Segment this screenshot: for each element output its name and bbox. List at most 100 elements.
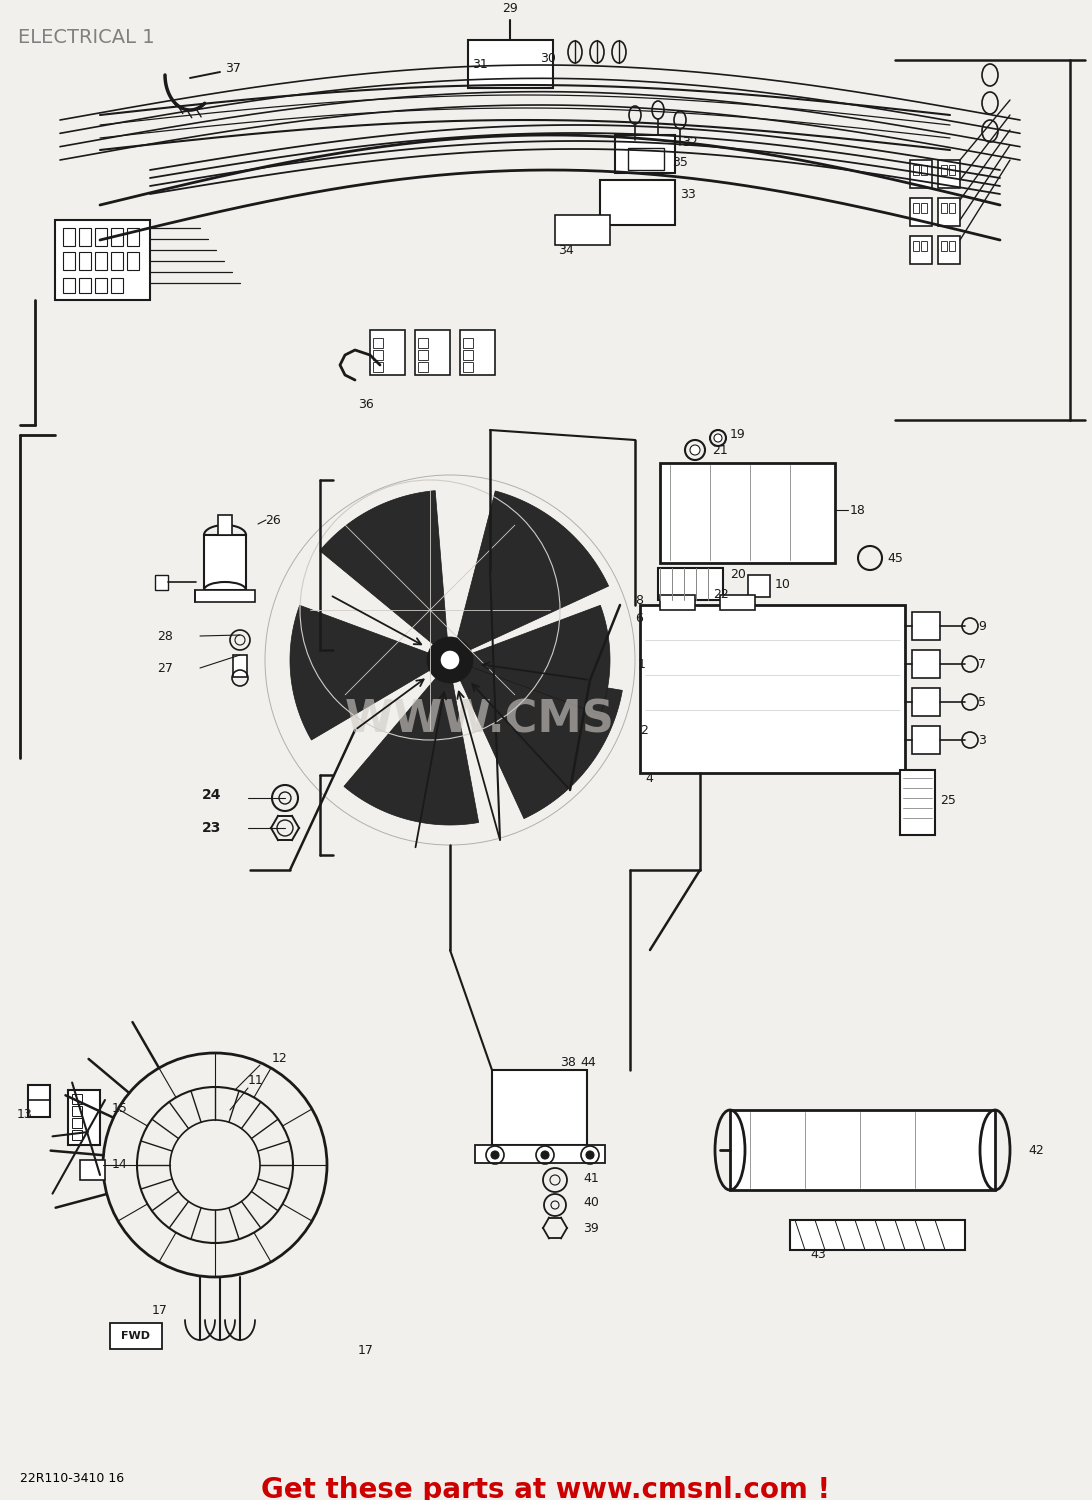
Text: 20: 20 [729,568,746,582]
Bar [600,180,675,225]
Bar [720,596,755,610]
Text: 7: 7 [978,657,986,670]
Text: 31: 31 [472,58,488,72]
Bar [921,165,927,176]
Polygon shape [320,490,448,650]
Text: 15: 15 [112,1101,128,1114]
Bar [195,590,256,602]
Text: 32: 32 [682,135,698,148]
Text: 17: 17 [358,1344,373,1356]
Text: 24: 24 [202,788,222,802]
Bar [373,350,383,360]
Bar [941,242,947,250]
Bar [941,165,947,176]
Polygon shape [455,490,608,652]
Bar [938,198,960,226]
Text: 34: 34 [558,243,573,256]
Bar [79,252,91,270]
Bar [418,362,428,372]
Text: 17: 17 [152,1304,168,1317]
Polygon shape [464,606,610,714]
Circle shape [428,638,472,682]
Polygon shape [458,664,622,819]
Bar [127,228,139,246]
Bar [658,568,723,600]
Text: 30: 30 [541,51,556,64]
Text: 22R110-3410 16: 22R110-3410 16 [20,1472,124,1485]
Circle shape [541,1150,549,1160]
Polygon shape [290,606,437,740]
Bar [640,604,905,772]
Bar [912,650,940,678]
Bar [913,165,919,176]
Bar [111,278,123,292]
Circle shape [714,433,722,442]
Bar [900,770,935,836]
Bar [95,228,107,246]
Bar [72,1118,82,1128]
Text: 23: 23 [202,821,222,836]
Bar [204,536,246,590]
Bar [373,338,383,348]
Bar [218,514,232,535]
Bar [910,160,931,188]
Text: WWW.CMS: WWW.CMS [345,699,615,741]
Bar [127,252,139,270]
Text: 44: 44 [580,1056,596,1068]
Bar [55,220,150,300]
Text: 41: 41 [583,1172,598,1185]
Bar [370,330,405,375]
Bar [949,165,956,176]
Text: 22: 22 [713,588,728,602]
Bar [63,252,75,270]
Bar [913,202,919,213]
Bar [95,252,107,270]
Bar [72,1106,82,1116]
Text: 38: 38 [560,1056,575,1068]
Text: 10: 10 [775,578,791,591]
Text: 14: 14 [112,1158,128,1172]
Text: 18: 18 [850,504,866,516]
Text: 3: 3 [978,734,986,747]
Text: 26: 26 [265,513,281,526]
Bar [660,596,695,610]
Text: 40: 40 [583,1196,598,1209]
Bar [949,202,956,213]
Text: 37: 37 [225,62,241,75]
Circle shape [440,650,460,670]
Bar [63,278,75,292]
Text: 29: 29 [502,2,518,15]
Bar [95,278,107,292]
Bar [555,214,610,244]
Text: 39: 39 [583,1221,598,1234]
Bar [463,338,473,348]
Bar [79,278,91,292]
Bar [492,1070,587,1144]
Bar [910,236,931,264]
Bar [28,1084,50,1118]
Bar [949,242,956,250]
Bar [921,242,927,250]
FancyBboxPatch shape [110,1323,162,1348]
Bar [921,202,927,213]
Text: 45: 45 [887,552,903,564]
Bar [463,350,473,360]
Bar [910,198,931,226]
Text: 33: 33 [680,189,696,201]
Text: 13: 13 [17,1108,33,1122]
Text: 28: 28 [157,630,173,642]
Polygon shape [344,672,478,825]
Text: 42: 42 [1028,1143,1044,1156]
Bar [418,350,428,360]
Bar [80,1160,105,1180]
Circle shape [491,1150,499,1160]
Bar [68,1090,100,1144]
Bar [912,612,940,640]
Circle shape [690,446,700,454]
Text: FWD: FWD [121,1330,151,1341]
Text: 1: 1 [638,658,645,672]
Bar [418,338,428,348]
Bar [233,656,247,676]
Bar [111,228,123,246]
Text: ELECTRICAL 1: ELECTRICAL 1 [17,28,155,46]
